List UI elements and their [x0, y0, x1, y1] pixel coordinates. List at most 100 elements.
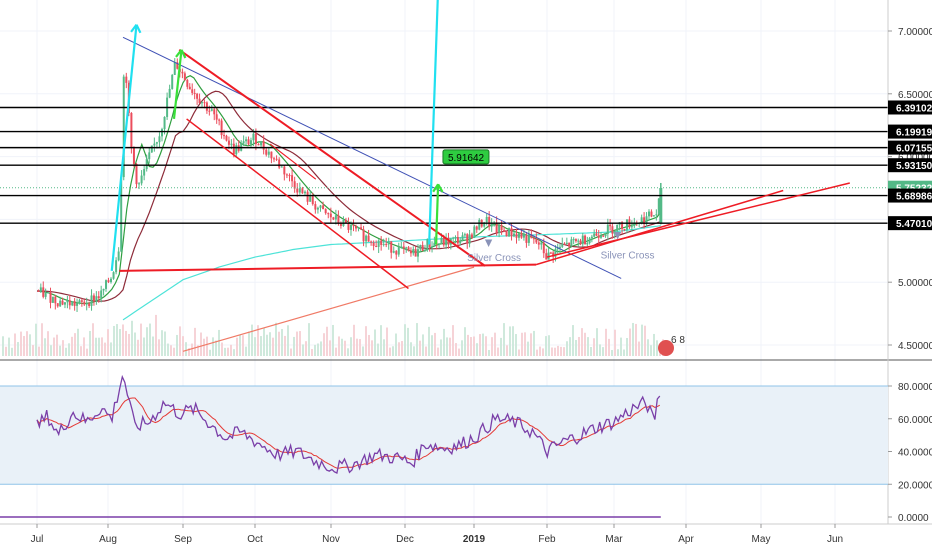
- volume-bar: [320, 341, 322, 356]
- candle-body: [510, 228, 513, 237]
- volume-bar: [452, 325, 454, 356]
- volume-bar: [572, 325, 574, 356]
- candle-body: [347, 222, 350, 230]
- time-axis-label: Feb: [538, 534, 556, 545]
- descending-red-segment: [269, 143, 317, 180]
- volume-bar: [293, 336, 295, 356]
- candle-body: [461, 235, 464, 241]
- descending-red-trendline-upper: [178, 49, 486, 267]
- candle-body: [600, 235, 603, 238]
- green-arrow-dec-head: [432, 183, 440, 193]
- candle-body: [390, 241, 393, 253]
- candle-body: [581, 235, 584, 245]
- rsi-axis[interactable]: 80.0000 60.0000 40.0000 20.0000 0.0000: [888, 382, 932, 524]
- time-axis-label: Aug: [99, 534, 117, 545]
- volume-bar: [467, 334, 469, 356]
- candle-body: [495, 222, 498, 233]
- candle-body: [616, 224, 619, 232]
- candle-body: [655, 214, 658, 216]
- candle-body: [334, 215, 337, 220]
- candle-body: [440, 237, 443, 244]
- candle-body: [105, 280, 108, 289]
- candle-body: [468, 234, 471, 244]
- events-badge[interactable]: 6 8: [658, 335, 685, 356]
- candle-body: [100, 290, 103, 299]
- price-level-tag: [888, 216, 932, 231]
- volume-bar: [539, 346, 541, 356]
- volume-bar: [179, 326, 181, 356]
- volume-bar: [182, 336, 184, 356]
- candle-body: [208, 110, 211, 112]
- time-axis-label: Jul: [31, 534, 44, 545]
- candle-body: [513, 233, 516, 237]
- price-axis[interactable]: 7.000006.500006.000005.500005.000004.500…: [888, 27, 932, 352]
- volume-bar: [266, 334, 268, 356]
- volume-bar: [278, 331, 280, 356]
- volume-bar: [233, 349, 235, 356]
- volume-bar: [413, 346, 415, 356]
- volume-bar: [536, 349, 538, 356]
- candle-body: [466, 234, 469, 244]
- candle-body: [362, 229, 365, 242]
- candle-body: [132, 147, 135, 164]
- volume-bar: [92, 323, 94, 356]
- candle-body: [220, 120, 223, 136]
- candle-body: [293, 181, 296, 189]
- candle-body: [254, 133, 257, 145]
- volume-bar: [605, 328, 607, 356]
- events-badge-circle: [658, 340, 674, 356]
- candle-body: [433, 242, 436, 247]
- price-level-lines: [0, 106, 888, 224]
- volume-bar: [257, 325, 259, 356]
- candle-body: [407, 247, 410, 251]
- candle-body: [456, 237, 459, 244]
- candle-body: [463, 234, 466, 236]
- ma-fast-line: [36, 75, 662, 305]
- volume-bar: [503, 323, 505, 356]
- candle-body: [280, 166, 283, 168]
- price-level-tag-label: 5.93150: [896, 161, 932, 172]
- volume-bar: [602, 347, 604, 356]
- time-axis-label: May: [752, 534, 771, 545]
- candle-body: [59, 300, 62, 307]
- price-pane-background: [0, 0, 888, 360]
- volume-bar: [464, 327, 466, 356]
- volume-bar: [608, 338, 610, 356]
- candle-body: [322, 205, 325, 210]
- candle-body: [311, 196, 314, 205]
- volume-bar: [560, 346, 562, 356]
- candle-body: [66, 300, 69, 303]
- candle-body: [181, 71, 184, 74]
- volume-bar: [545, 336, 547, 356]
- candle-body: [85, 303, 88, 305]
- volume-bar: [590, 347, 592, 356]
- candle-body: [227, 140, 230, 145]
- candle-body: [505, 231, 508, 237]
- candle-body: [405, 247, 408, 249]
- volume-bar: [422, 334, 424, 356]
- volume-bar: [239, 334, 241, 356]
- candle-body: [270, 151, 273, 159]
- candle-body: [352, 224, 355, 227]
- volume-bar: [221, 342, 223, 356]
- volume-bar: [155, 314, 157, 356]
- time-axis-label: Dec: [396, 534, 414, 545]
- volume-bar: [128, 333, 130, 356]
- candle-body: [520, 233, 523, 238]
- volume-bar: [8, 337, 10, 356]
- candle-body: [645, 216, 648, 225]
- volume-bar: [563, 347, 565, 356]
- candle-body: [561, 243, 564, 247]
- candle-body: [377, 240, 380, 247]
- volume-bar: [653, 333, 655, 356]
- rsi-signal-line: [36, 397, 661, 469]
- horizontal-support-line: [119, 263, 537, 272]
- volume-bar: [641, 324, 643, 356]
- volume-bar: [377, 343, 379, 356]
- time-axis[interactable]: Jul Aug Sep Oct Nov Dec 2019 Feb Mar Apr May Jun: [31, 524, 843, 545]
- candle-body: [588, 238, 591, 244]
- time-axis-label: Mar: [605, 534, 623, 545]
- volume-bar: [632, 322, 634, 356]
- candle-body: [584, 235, 587, 245]
